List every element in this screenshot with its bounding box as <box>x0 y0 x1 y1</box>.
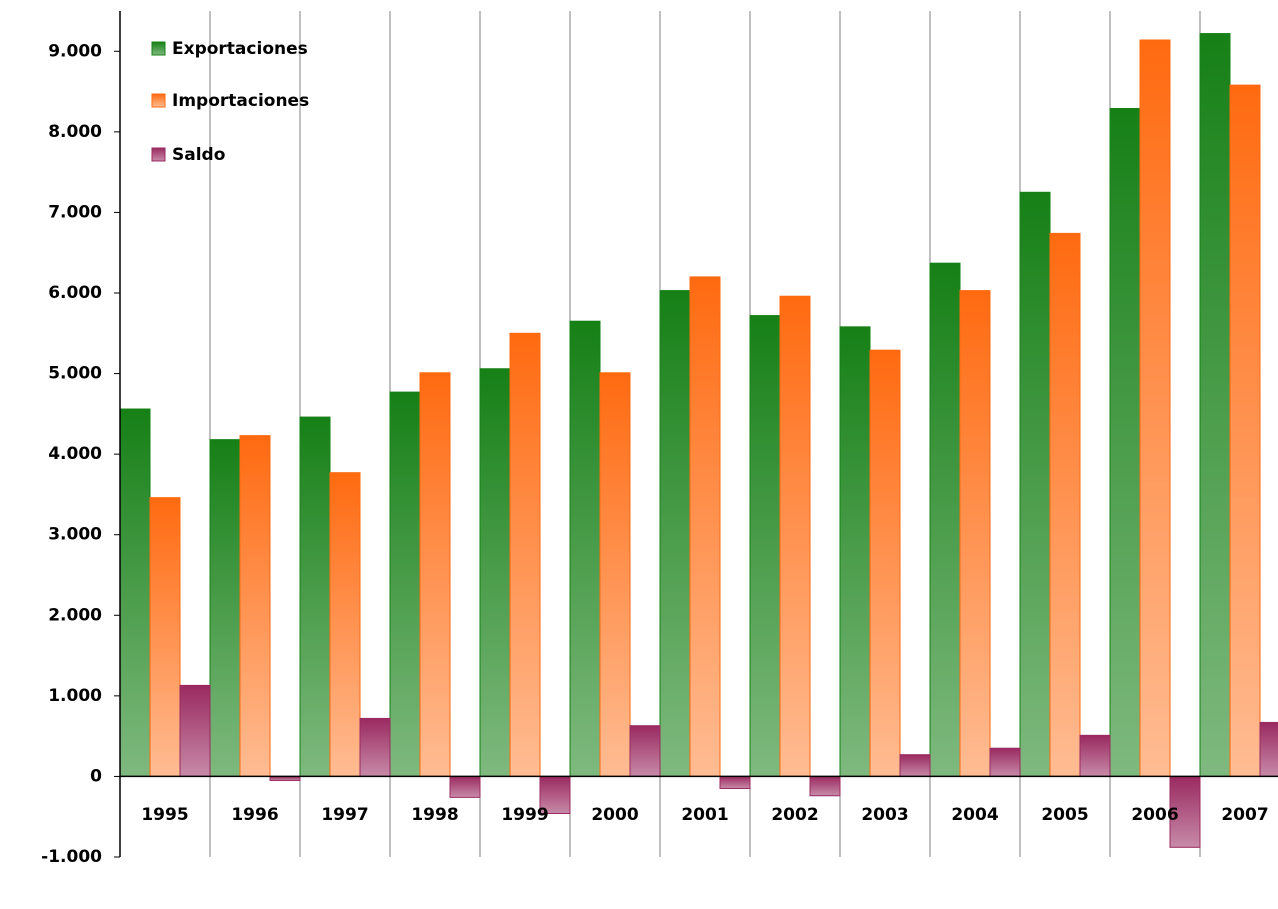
x-tick-label: 1997 <box>321 805 368 825</box>
bar <box>239 435 271 777</box>
bar <box>719 775 751 790</box>
bar <box>1109 107 1141 777</box>
bar <box>569 320 601 777</box>
y-tick-label: 3.000 <box>48 525 102 545</box>
bar <box>749 315 781 777</box>
x-tick-label: 2002 <box>771 805 818 825</box>
bar <box>839 326 871 777</box>
x-tick-label: 1996 <box>231 805 278 825</box>
y-tick-label: 2.000 <box>48 605 102 625</box>
bar <box>479 368 511 777</box>
y-tick-label: 6.000 <box>48 283 102 303</box>
bar <box>149 497 181 777</box>
y-tick-label: 0 <box>90 766 102 786</box>
legend-swatch <box>151 41 166 56</box>
y-tick-label: 5.000 <box>48 364 102 384</box>
x-tick-label: 1998 <box>411 805 458 825</box>
bar <box>419 372 451 777</box>
legend-label: Exportaciones <box>172 39 308 59</box>
bar <box>869 349 901 777</box>
bar <box>1259 721 1278 777</box>
bar <box>659 290 691 777</box>
y-tick-label: 7.000 <box>48 202 102 222</box>
bar <box>689 276 721 777</box>
x-tick-label: 2003 <box>861 805 908 825</box>
x-tick-label: 1995 <box>141 805 188 825</box>
bar <box>1049 232 1081 777</box>
bar <box>1079 734 1111 777</box>
x-tick-label: 2005 <box>1041 805 1088 825</box>
bar <box>449 775 481 798</box>
bar <box>959 290 991 777</box>
bar <box>359 717 391 777</box>
bar <box>389 391 421 777</box>
x-tick-label: 2004 <box>951 805 998 825</box>
bar <box>299 416 331 777</box>
x-tick-label: 2007 <box>1221 805 1268 825</box>
legend-label: Importaciones <box>172 91 309 111</box>
legend-label: Saldo <box>172 145 225 165</box>
bar <box>209 439 241 777</box>
bar <box>599 372 631 777</box>
bar <box>1199 33 1231 777</box>
bar <box>929 262 961 777</box>
y-tick-label: 8.000 <box>48 122 102 142</box>
bar <box>329 472 361 777</box>
y-tick-label: 9.000 <box>48 41 102 61</box>
bar <box>629 725 661 777</box>
bar <box>989 747 1021 777</box>
legend-swatch <box>151 147 166 162</box>
bar <box>539 775 571 814</box>
bar <box>899 754 931 777</box>
y-tick-label: -1.000 <box>41 847 102 867</box>
bar <box>1139 39 1171 777</box>
x-tick-label: 2001 <box>681 805 728 825</box>
bar <box>809 775 841 797</box>
bar <box>509 332 541 777</box>
legend-swatch <box>151 93 166 108</box>
x-tick-label: 2006 <box>1131 805 1178 825</box>
y-tick-label: 1.000 <box>48 686 102 706</box>
bar <box>779 295 811 777</box>
x-tick-label: 2000 <box>591 805 638 825</box>
y-tick-label: 4.000 <box>48 444 102 464</box>
bar <box>179 684 211 777</box>
bar <box>1229 84 1261 777</box>
bar <box>119 408 151 777</box>
x-tick-label: 1999 <box>501 805 548 825</box>
bar <box>1019 191 1051 777</box>
bar <box>1169 775 1201 848</box>
